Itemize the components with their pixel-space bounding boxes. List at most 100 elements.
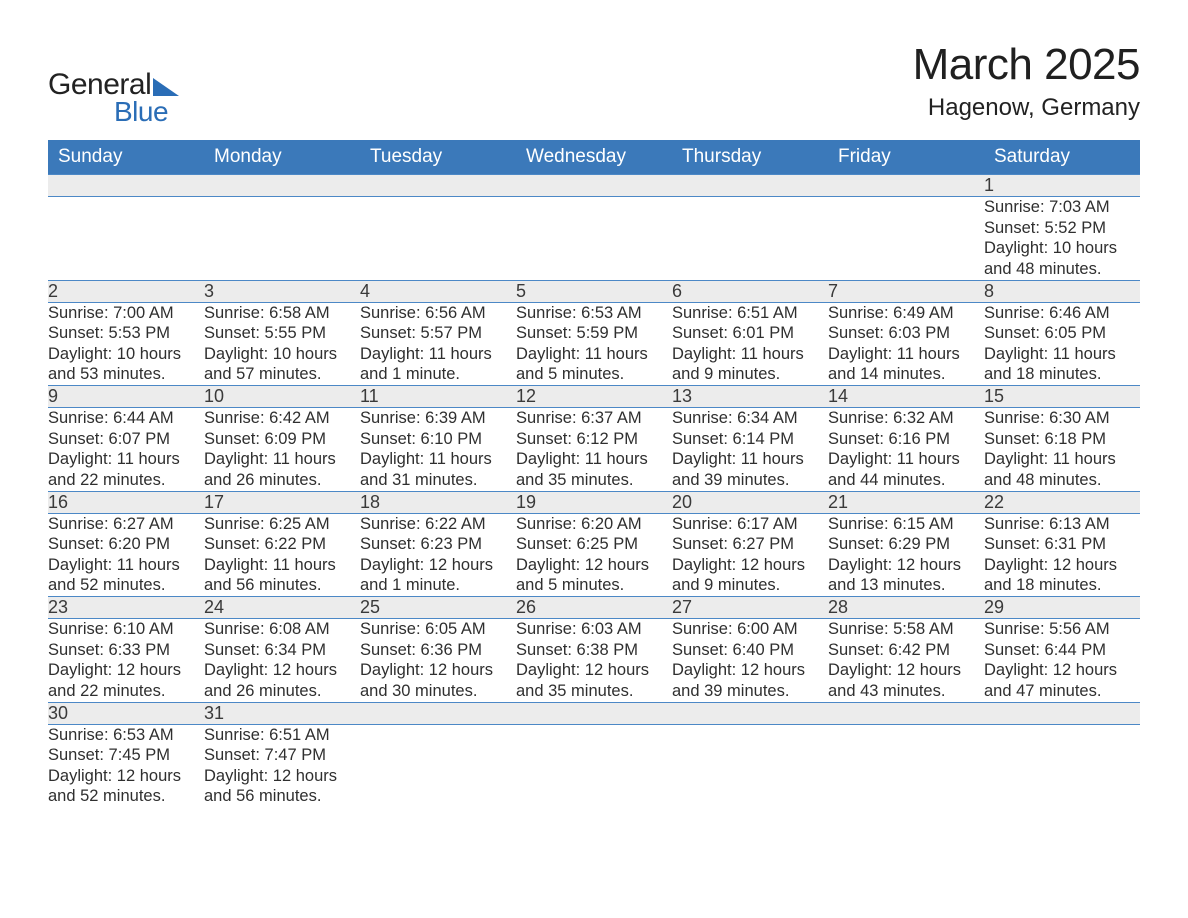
header: General Blue March 2025 Hagenow, Germany (48, 40, 1140, 128)
day-data-cell: Sunrise: 6:56 AMSunset: 5:57 PMDaylight:… (360, 302, 516, 386)
day-sunset: Sunset: 6:38 PM (516, 640, 672, 661)
day-data-cell (360, 197, 516, 281)
day-data-cell: Sunrise: 6:46 AMSunset: 6:05 PMDaylight:… (984, 302, 1140, 386)
day-day2: and 52 minutes. (48, 575, 204, 596)
day-number-cell (828, 702, 984, 724)
day-data-cell: Sunrise: 6:53 AMSunset: 7:45 PMDaylight:… (48, 724, 204, 807)
day-day1: Daylight: 12 hours (984, 660, 1140, 681)
day-day1: Daylight: 11 hours (48, 449, 204, 470)
day-number-cell (516, 702, 672, 724)
day-day2: and 14 minutes. (828, 364, 984, 385)
day-sunset: Sunset: 6:40 PM (672, 640, 828, 661)
day-data-cell: Sunrise: 6:05 AMSunset: 6:36 PMDaylight:… (360, 619, 516, 703)
day-data-cell (516, 724, 672, 807)
day-sunrise: Sunrise: 6:51 AM (204, 725, 360, 746)
day-day2: and 44 minutes. (828, 470, 984, 491)
day-day2: and 57 minutes. (204, 364, 360, 385)
day-sunset: Sunset: 5:55 PM (204, 323, 360, 344)
day-data-cell (516, 197, 672, 281)
day-data-cell: Sunrise: 6:53 AMSunset: 5:59 PMDaylight:… (516, 302, 672, 386)
day-sunrise: Sunrise: 6:42 AM (204, 408, 360, 429)
day-day1: Daylight: 12 hours (828, 660, 984, 681)
day-data-cell: Sunrise: 6:00 AMSunset: 6:40 PMDaylight:… (672, 619, 828, 703)
day-day2: and 9 minutes. (672, 364, 828, 385)
day-data-cell: Sunrise: 6:30 AMSunset: 6:18 PMDaylight:… (984, 408, 1140, 492)
col-header: Thursday (672, 140, 828, 175)
day-data-cell: Sunrise: 6:44 AMSunset: 6:07 PMDaylight:… (48, 408, 204, 492)
brand-logo: General Blue (48, 40, 179, 128)
day-sunrise: Sunrise: 6:34 AM (672, 408, 828, 429)
day-day1: Daylight: 12 hours (360, 660, 516, 681)
day-day1: Daylight: 11 hours (828, 344, 984, 365)
calendar-data-row: Sunrise: 6:53 AMSunset: 7:45 PMDaylight:… (48, 724, 1140, 807)
day-day2: and 56 minutes. (204, 786, 360, 807)
day-data-cell: Sunrise: 6:08 AMSunset: 6:34 PMDaylight:… (204, 619, 360, 703)
day-day1: Daylight: 12 hours (360, 555, 516, 576)
calendar-header-row: Sunday Monday Tuesday Wednesday Thursday… (48, 140, 1140, 175)
day-sunrise: Sunrise: 6:39 AM (360, 408, 516, 429)
day-day2: and 1 minute. (360, 364, 516, 385)
day-sunrise: Sunrise: 6:05 AM (360, 619, 516, 640)
col-header: Saturday (984, 140, 1140, 175)
day-data-cell: Sunrise: 6:51 AMSunset: 7:47 PMDaylight:… (204, 724, 360, 807)
day-sunset: Sunset: 6:23 PM (360, 534, 516, 555)
day-sunrise: Sunrise: 6:46 AM (984, 303, 1140, 324)
day-sunset: Sunset: 5:57 PM (360, 323, 516, 344)
day-sunset: Sunset: 6:31 PM (984, 534, 1140, 555)
day-day1: Daylight: 12 hours (48, 766, 204, 787)
day-day1: Daylight: 12 hours (672, 660, 828, 681)
day-data-cell: Sunrise: 6:03 AMSunset: 6:38 PMDaylight:… (516, 619, 672, 703)
day-day2: and 35 minutes. (516, 681, 672, 702)
day-day1: Daylight: 10 hours (204, 344, 360, 365)
day-sunrise: Sunrise: 7:03 AM (984, 197, 1140, 218)
day-sunset: Sunset: 6:12 PM (516, 429, 672, 450)
day-sunrise: Sunrise: 6:56 AM (360, 303, 516, 324)
day-data-cell: Sunrise: 6:27 AMSunset: 6:20 PMDaylight:… (48, 513, 204, 597)
day-data-cell: Sunrise: 6:58 AMSunset: 5:55 PMDaylight:… (204, 302, 360, 386)
day-day2: and 22 minutes. (48, 470, 204, 491)
day-sunrise: Sunrise: 6:51 AM (672, 303, 828, 324)
day-sunrise: Sunrise: 6:15 AM (828, 514, 984, 535)
day-sunrise: Sunrise: 6:10 AM (48, 619, 204, 640)
day-data-cell: Sunrise: 6:13 AMSunset: 6:31 PMDaylight:… (984, 513, 1140, 597)
brand-triangle-icon (153, 78, 179, 96)
day-day1: Daylight: 11 hours (360, 449, 516, 470)
day-number-cell (204, 175, 360, 197)
day-data-cell: Sunrise: 5:58 AMSunset: 6:42 PMDaylight:… (828, 619, 984, 703)
day-day2: and 13 minutes. (828, 575, 984, 596)
day-data-cell: Sunrise: 6:39 AMSunset: 6:10 PMDaylight:… (360, 408, 516, 492)
day-number-cell (516, 175, 672, 197)
day-number-cell: 19 (516, 491, 672, 513)
day-sunrise: Sunrise: 6:03 AM (516, 619, 672, 640)
day-data-cell: Sunrise: 6:15 AMSunset: 6:29 PMDaylight:… (828, 513, 984, 597)
day-data-cell: Sunrise: 6:20 AMSunset: 6:25 PMDaylight:… (516, 513, 672, 597)
day-data-cell: Sunrise: 6:32 AMSunset: 6:16 PMDaylight:… (828, 408, 984, 492)
day-sunset: Sunset: 6:20 PM (48, 534, 204, 555)
day-sunrise: Sunrise: 6:53 AM (48, 725, 204, 746)
day-day1: Daylight: 11 hours (48, 555, 204, 576)
day-number-cell: 20 (672, 491, 828, 513)
day-day1: Daylight: 12 hours (516, 660, 672, 681)
day-data-cell (360, 724, 516, 807)
day-number-cell (360, 175, 516, 197)
calendar-daynum-row: 9101112131415 (48, 386, 1140, 408)
day-number-cell: 9 (48, 386, 204, 408)
day-sunset: Sunset: 6:22 PM (204, 534, 360, 555)
col-header: Friday (828, 140, 984, 175)
day-number-cell: 1 (984, 175, 1140, 197)
calendar-data-row: Sunrise: 6:10 AMSunset: 6:33 PMDaylight:… (48, 619, 1140, 703)
day-number-cell: 11 (360, 386, 516, 408)
day-sunset: Sunset: 6:25 PM (516, 534, 672, 555)
day-day2: and 30 minutes. (360, 681, 516, 702)
day-sunrise: Sunrise: 6:30 AM (984, 408, 1140, 429)
day-sunset: Sunset: 6:14 PM (672, 429, 828, 450)
day-sunrise: Sunrise: 6:27 AM (48, 514, 204, 535)
day-day1: Daylight: 11 hours (672, 344, 828, 365)
day-sunset: Sunset: 6:18 PM (984, 429, 1140, 450)
day-sunset: Sunset: 6:34 PM (204, 640, 360, 661)
day-day1: Daylight: 11 hours (984, 344, 1140, 365)
day-sunset: Sunset: 6:42 PM (828, 640, 984, 661)
day-number-cell: 26 (516, 597, 672, 619)
day-data-cell (672, 724, 828, 807)
day-day1: Daylight: 12 hours (204, 660, 360, 681)
